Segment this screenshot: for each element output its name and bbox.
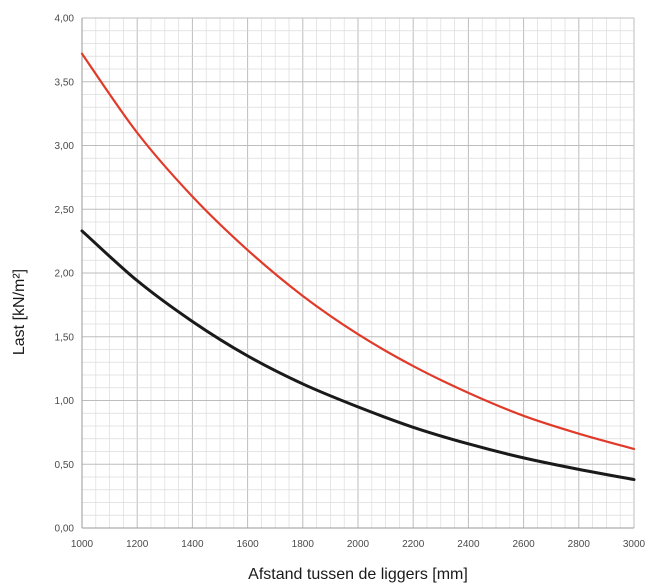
y-tick-label: 1,00 xyxy=(55,396,75,407)
y-tick-label: 4,00 xyxy=(55,14,75,25)
x-tick-label: 1200 xyxy=(126,539,149,550)
x-tick-label: 2600 xyxy=(512,539,535,550)
y-tick-label: 3,50 xyxy=(55,77,75,88)
y-tick-label: 0,50 xyxy=(55,460,75,471)
chart-grid xyxy=(81,17,635,529)
y-tick-labels: 0,00 0,50 1,00 1,50 2,00 2,50 3,00 3,50 4,00 xyxy=(55,14,75,535)
y-tick-label: 2,50 xyxy=(55,205,75,216)
x-tick-label: 1600 xyxy=(236,539,259,550)
x-tick-label: 1000 xyxy=(71,539,94,550)
series-line-red xyxy=(80,52,636,451)
x-tick-labels: 1000 1200 1400 1600 1800 2000 2200 2400 2600 2800… xyxy=(71,539,646,550)
x-tick-label: 2400 xyxy=(457,539,480,550)
chart-series xyxy=(80,52,636,482)
x-axis-title: Afstand tussen de liggers [mm] xyxy=(248,566,468,583)
y-tick-label: 0,00 xyxy=(55,524,75,535)
y-tick-label: 3,00 xyxy=(55,141,75,152)
series-line-black xyxy=(80,229,636,482)
y-tick-label: 1,50 xyxy=(55,332,75,343)
x-tick-label: 2000 xyxy=(347,539,370,550)
x-tick-label: 2200 xyxy=(402,539,425,550)
y-tick-label: 2,00 xyxy=(55,269,75,280)
x-tick-label: 3000 xyxy=(623,539,646,550)
y-axis-title: Last [kN/m²] xyxy=(11,269,28,355)
x-tick-label: 1800 xyxy=(292,539,315,550)
x-tick-label: 1400 xyxy=(181,539,204,550)
chart-axes xyxy=(81,18,634,529)
x-tick-label: 2800 xyxy=(568,539,591,550)
